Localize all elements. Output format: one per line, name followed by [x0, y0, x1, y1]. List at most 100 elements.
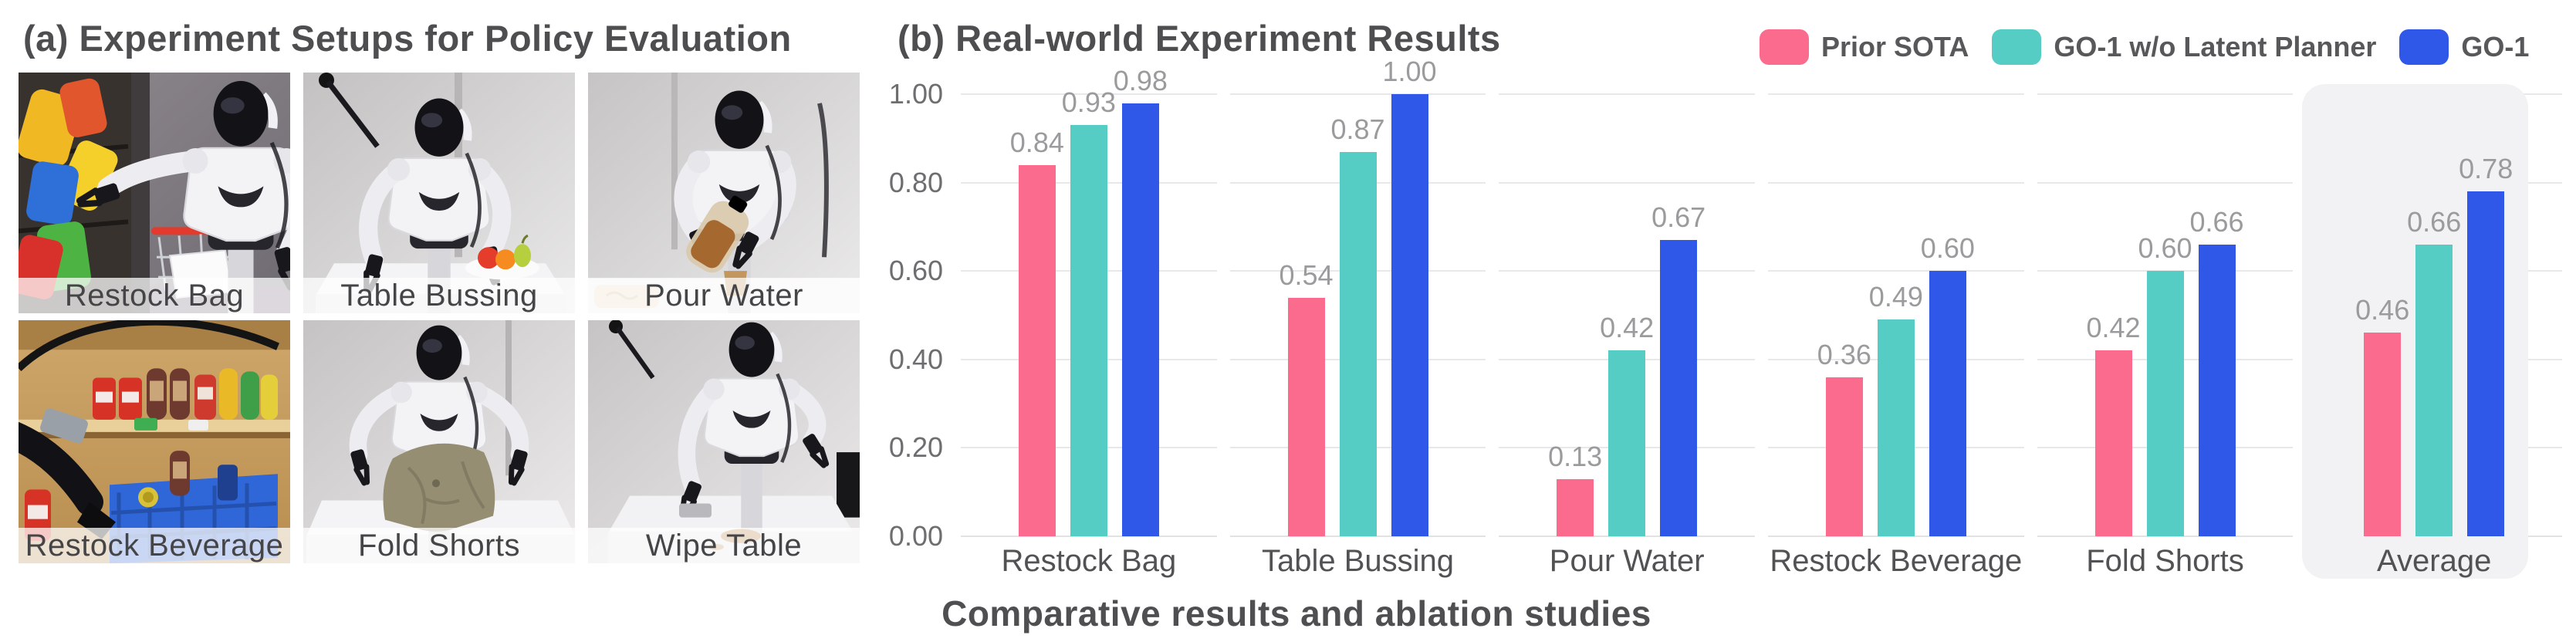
- legend-swatch-go-1-w-o-latent-planner: [1992, 29, 2042, 65]
- gridline: [1499, 93, 1756, 95]
- figure-caption: Comparative results and ablation studies: [941, 593, 1651, 634]
- bar-value-label: 0.36: [1817, 338, 1871, 370]
- y-axis-tick: 0.40: [888, 343, 943, 375]
- legend-label: GO-1 w/o Latent Planner: [2054, 31, 2377, 63]
- bar-prior-sota-table-bussing: 0.54: [1279, 259, 1334, 536]
- gridline: [1768, 181, 2024, 184]
- bar-go-1-w-o-latent-planner-table-bussing: 0.87: [1330, 113, 1385, 536]
- panel-a-title: (a) Experiment Setups for Policy Evaluat…: [23, 18, 792, 59]
- y-axis: 1.00 0.80 0.60 0.40 0.20 0.00: [849, 78, 943, 552]
- bar-triplet: 0.54 0.87 1.00: [1279, 56, 1437, 536]
- bar-prior-sota-pour-water: 0.13: [1548, 441, 1602, 536]
- bar-value-label: 0.42: [2086, 312, 2141, 344]
- bar-go-1-w-o-latent-planner-restock-beverage: 0.49: [1869, 281, 1923, 536]
- bar-go-1-w-o-latent-planner-fold-shorts: 0.60: [2138, 232, 2192, 536]
- gridline: [1499, 270, 1756, 272]
- category-label-restock-beverage: Restock Beverage: [1770, 544, 2023, 578]
- photo-label: Restock Bag: [19, 278, 290, 313]
- legend-swatch-prior-sota: [1760, 29, 1809, 65]
- chart-group-table-bussing: 0.54 0.87 1.00 Table Bussing: [1229, 56, 1486, 578]
- bar-value-label: 0.60: [2138, 232, 2192, 265]
- bar-prior-sota-fold-shorts: 0.42: [2086, 312, 2141, 536]
- gridline: [1229, 93, 1486, 95]
- photo-label: Pour Water: [588, 278, 860, 313]
- bar-go-1-restock-bag: 0.98: [1114, 65, 1168, 536]
- bar-value-label: 0.93: [1061, 86, 1116, 119]
- bar-go-1-w-o-latent-planner-average: 0.66: [2407, 206, 2461, 536]
- bar-triplet: 0.42 0.60 0.66: [2086, 206, 2244, 536]
- bar-value-label: 0.46: [2355, 294, 2410, 326]
- bar-value-label: 0.87: [1330, 113, 1385, 145]
- bar-triplet: 0.46 0.66 0.78: [2355, 153, 2513, 536]
- photo-label: Table Bussing: [303, 278, 575, 313]
- gridline: [2037, 93, 2294, 95]
- x-axis-baseline: [1229, 536, 1486, 537]
- bar-value-label: 0.66: [2407, 205, 2462, 238]
- bar-prior-sota-restock-bag: 0.84: [1010, 127, 1064, 536]
- bar-go-1-average: 0.78: [2459, 153, 2513, 536]
- bar-value-label: 0.42: [1600, 312, 1655, 344]
- bar-triplet: 0.84 0.93 0.98: [1010, 65, 1168, 536]
- gridline: [2037, 270, 2294, 272]
- category-label-restock-bag: Restock Bag: [1001, 544, 1177, 578]
- bar-go-1-table-bussing: 1.00: [1382, 56, 1437, 536]
- bar-value-label: 0.49: [1868, 281, 1923, 313]
- category-label-fold-shorts: Fold Shorts: [2086, 544, 2244, 578]
- photo-label: Restock Beverage: [19, 528, 290, 563]
- legend-item-prior-sota: Prior SOTA: [1760, 29, 1969, 65]
- gridline: [1768, 270, 2024, 272]
- bar-triplet: 0.36 0.49 0.60: [1817, 232, 1975, 536]
- y-axis-tick: 0.00: [888, 520, 943, 552]
- photo-label: Fold Shorts: [303, 528, 575, 563]
- chart-group-fold-shorts: 0.42 0.60 0.66 Fold Shorts: [2037, 93, 2294, 578]
- photo-restock-bag: Restock Bag: [19, 73, 290, 313]
- bar-value-label: 0.67: [1651, 201, 1706, 234]
- bar-value-label: 0.84: [1009, 126, 1064, 158]
- photo-table-bussing: Table Bussing: [303, 73, 575, 313]
- bar-value-label: 0.78: [2459, 153, 2513, 185]
- chart-group-average: 0.46 0.66 0.78 Average: [2302, 84, 2563, 579]
- bar-value-label: 0.98: [1113, 64, 1168, 96]
- y-axis-tick: 1.00: [888, 78, 943, 110]
- gridline: [961, 93, 1217, 95]
- bar-value-label: 0.66: [2189, 205, 2244, 238]
- x-axis-baseline: [2037, 536, 2294, 537]
- bar-chart-plot-area: 0.84 0.93 0.98 Restock Bag 0.54 0.87 1.00 Table…: [961, 56, 2563, 579]
- gridline: [1499, 181, 1756, 184]
- experiment-photo-grid: Restock Bag Table Bussing: [19, 73, 860, 563]
- gridline: [1768, 93, 2024, 95]
- legend-label: GO-1: [2461, 31, 2530, 63]
- legend-item-go-1-w-o-latent-planner: GO-1 w/o Latent Planner: [1992, 29, 2376, 65]
- bar-prior-sota-average: 0.46: [2355, 294, 2409, 536]
- y-axis-tick: 0.20: [888, 431, 943, 464]
- y-axis-tick: 0.60: [888, 255, 943, 287]
- bar-value-label: 0.60: [1920, 232, 1975, 265]
- bar-go-1-pour-water: 0.67: [1651, 201, 1706, 536]
- bar-value-label: 0.54: [1279, 258, 1334, 291]
- category-label-average: Average: [2377, 544, 2492, 578]
- photo-pour-water: Pour Water: [588, 73, 860, 313]
- photo-wipe-table: Wipe Table: [588, 320, 860, 563]
- x-axis-baseline: [1499, 536, 1756, 537]
- chart-legend: Prior SOTA GO-1 w/o Latent Planner GO-1: [1760, 29, 2529, 65]
- bar-go-1-fold-shorts: 0.66: [2189, 206, 2244, 536]
- photo-label: Wipe Table: [588, 528, 860, 563]
- legend-label: Prior SOTA: [1821, 31, 1969, 63]
- bar-go-1-restock-beverage: 0.60: [1921, 232, 1975, 536]
- legend-item-go-1: GO-1: [2399, 29, 2529, 65]
- bar-value-label: 1.00: [1382, 56, 1437, 87]
- chart-group-pour-water: 0.13 0.42 0.67 Pour Water: [1499, 93, 1756, 578]
- photo-fold-shorts: Fold Shorts: [303, 320, 575, 563]
- legend-swatch-go-1: [2399, 29, 2449, 65]
- chart-group-restock-beverage: 0.36 0.49 0.60 Restock Beverage: [1768, 93, 2024, 578]
- bar-value-label: 0.13: [1548, 440, 1603, 472]
- category-label-pour-water: Pour Water: [1549, 544, 1705, 578]
- chart-group-restock-bag: 0.84 0.93 0.98 Restock Bag: [961, 65, 1217, 578]
- x-axis-baseline: [961, 536, 1217, 537]
- bar-go-1-w-o-latent-planner-restock-bag: 0.93: [1062, 86, 1116, 536]
- category-label-table-bussing: Table Bussing: [1261, 544, 1455, 578]
- gridline: [2037, 181, 2294, 184]
- bar-prior-sota-restock-beverage: 0.36: [1817, 339, 1871, 536]
- x-axis-baseline: [1768, 536, 2024, 537]
